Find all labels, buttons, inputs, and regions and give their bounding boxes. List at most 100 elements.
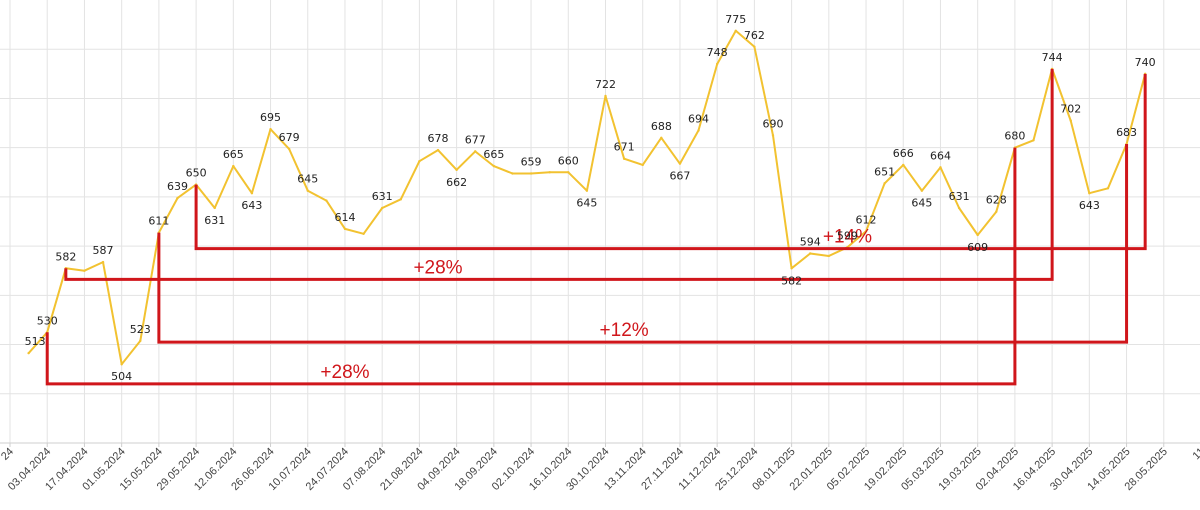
data-label: 748 xyxy=(707,46,728,59)
data-point xyxy=(734,29,737,32)
data-point xyxy=(455,168,458,172)
growth-label: +28% xyxy=(413,257,462,278)
data-label: 665 xyxy=(483,148,504,161)
growth-bracket xyxy=(45,147,1017,386)
data-label: 645 xyxy=(297,173,318,186)
data-point xyxy=(27,351,30,355)
data-point xyxy=(715,62,719,66)
data-label: 582 xyxy=(55,250,76,263)
data-point xyxy=(139,339,142,343)
data-label: 523 xyxy=(130,323,151,336)
data-label: 643 xyxy=(241,199,262,212)
data-point xyxy=(380,206,384,210)
data-label: 662 xyxy=(446,176,467,189)
data-label: 650 xyxy=(186,167,207,180)
growth-label: +12% xyxy=(600,320,649,341)
data-point xyxy=(176,196,179,200)
data-point xyxy=(287,147,291,151)
data-point xyxy=(418,160,421,163)
data-point xyxy=(548,171,551,174)
data-point xyxy=(902,163,905,167)
gridlines xyxy=(0,0,1200,444)
x-axis-ticks: 2403.04.202417.04.202401.05.202415.05.20… xyxy=(0,443,1200,493)
data-point xyxy=(976,233,979,237)
data-point xyxy=(604,94,607,98)
data-label: 645 xyxy=(576,197,597,210)
data-point xyxy=(567,171,570,174)
data-point xyxy=(306,189,309,192)
data-label: 694 xyxy=(688,112,709,125)
data-point xyxy=(436,148,440,152)
data-point xyxy=(939,166,942,169)
data-label: 695 xyxy=(260,111,281,124)
growth-bracket xyxy=(194,73,1147,251)
data-point xyxy=(511,172,514,175)
data-point xyxy=(697,129,700,132)
data-label: 594 xyxy=(800,235,821,248)
data-point xyxy=(83,269,86,272)
data-point xyxy=(269,128,272,131)
data-point xyxy=(920,189,924,192)
data-point xyxy=(883,182,886,185)
data-label: 599 xyxy=(837,229,858,242)
data-label: 612 xyxy=(856,213,877,226)
data-label: 680 xyxy=(1004,130,1025,143)
data-label: 671 xyxy=(614,141,635,154)
data-point xyxy=(622,157,626,160)
data-label: 744 xyxy=(1042,51,1063,64)
data-label: 614 xyxy=(334,211,355,224)
data-label: 665 xyxy=(223,148,244,161)
data-label: 513 xyxy=(25,335,46,348)
x-tick-label: 24 xyxy=(0,446,16,463)
data-point xyxy=(232,164,235,168)
data-label: 677 xyxy=(465,133,486,146)
data-label: 762 xyxy=(744,29,765,42)
data-label: 660 xyxy=(558,154,579,167)
growth-bracket xyxy=(157,143,1129,344)
data-label: 643 xyxy=(1079,199,1100,212)
x-tick-label: 11 xyxy=(1191,446,1200,463)
data-label: 609 xyxy=(967,241,988,254)
data-label: 775 xyxy=(725,13,746,26)
data-point xyxy=(120,363,123,366)
data-point xyxy=(1032,139,1035,142)
data-label: 666 xyxy=(893,147,914,160)
data-point xyxy=(771,134,775,137)
data-label: 639 xyxy=(167,180,188,193)
data-point xyxy=(864,230,868,233)
data-label: 530 xyxy=(37,314,58,327)
data-label: 587 xyxy=(93,244,114,257)
data-label: 702 xyxy=(1060,103,1081,116)
data-point xyxy=(957,206,961,210)
data-point xyxy=(492,164,496,168)
data-point xyxy=(790,267,793,270)
data-point xyxy=(678,162,682,165)
data-point xyxy=(995,210,998,213)
data-label: 690 xyxy=(762,117,783,130)
data-point xyxy=(399,198,402,201)
data-point xyxy=(101,260,105,264)
data-point xyxy=(1069,119,1072,122)
data-point xyxy=(660,136,663,140)
data-point xyxy=(213,206,216,210)
data-label: 582 xyxy=(781,274,802,287)
data-label: 631 xyxy=(204,214,225,227)
data-label: 740 xyxy=(1135,56,1156,69)
growth-label: +28% xyxy=(320,362,369,383)
data-point xyxy=(641,163,644,167)
data-point xyxy=(250,191,254,195)
data-label: 651 xyxy=(874,165,895,178)
growth-label: +14% xyxy=(823,227,872,248)
data-point xyxy=(827,254,831,258)
data-point xyxy=(474,150,477,153)
growth-bracket xyxy=(64,68,1054,281)
annotations-layer: +14% +28% +12% +28% xyxy=(45,68,1147,386)
data-label: 631 xyxy=(949,190,970,203)
data-label: 659 xyxy=(521,156,542,169)
data-label: 611 xyxy=(148,215,169,228)
series-line-layer xyxy=(27,29,1147,366)
data-label: 664 xyxy=(930,149,951,162)
data-point xyxy=(809,252,812,255)
data-label: 667 xyxy=(669,170,690,183)
